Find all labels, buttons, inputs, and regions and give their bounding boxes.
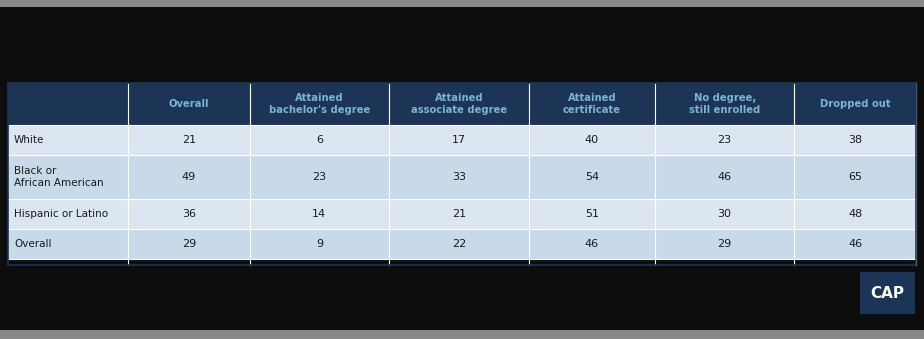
Text: 17: 17 xyxy=(452,135,466,145)
Text: 22: 22 xyxy=(452,239,466,249)
Bar xyxy=(795,125,916,155)
Text: 40: 40 xyxy=(585,135,599,145)
Text: Attained
certificate: Attained certificate xyxy=(563,93,621,115)
Bar xyxy=(860,272,915,314)
Bar xyxy=(655,155,795,199)
Text: 38: 38 xyxy=(848,135,862,145)
Bar xyxy=(8,199,128,229)
Bar xyxy=(655,229,795,259)
Text: 21: 21 xyxy=(182,135,196,145)
Text: 51: 51 xyxy=(585,209,599,219)
Text: 29: 29 xyxy=(182,239,196,249)
Text: 21: 21 xyxy=(452,209,466,219)
Bar xyxy=(249,199,389,229)
Text: 65: 65 xyxy=(848,172,862,182)
Text: Dropped out: Dropped out xyxy=(820,99,891,109)
Bar xyxy=(249,155,389,199)
Bar xyxy=(529,155,655,199)
Text: 30: 30 xyxy=(718,209,732,219)
Bar xyxy=(128,125,249,155)
Bar xyxy=(795,155,916,199)
Text: 48: 48 xyxy=(848,209,862,219)
Text: Overall: Overall xyxy=(168,99,209,109)
Bar xyxy=(8,155,128,199)
Bar xyxy=(8,229,128,259)
Bar xyxy=(795,199,916,229)
Bar xyxy=(128,199,249,229)
Text: 29: 29 xyxy=(718,239,732,249)
Text: 14: 14 xyxy=(312,209,326,219)
Text: Attained
associate degree: Attained associate degree xyxy=(411,93,507,115)
Bar xyxy=(249,229,389,259)
Text: Attained
bachelor's degree: Attained bachelor's degree xyxy=(269,93,370,115)
Bar xyxy=(128,155,249,199)
Text: Hispanic or Latino: Hispanic or Latino xyxy=(14,209,108,219)
Text: 23: 23 xyxy=(718,135,732,145)
Text: No degree,
still enrolled: No degree, still enrolled xyxy=(689,93,760,115)
Bar xyxy=(655,199,795,229)
Text: Overall: Overall xyxy=(14,239,52,249)
Bar xyxy=(389,229,529,259)
Bar xyxy=(8,125,128,155)
Text: White: White xyxy=(14,135,44,145)
Bar xyxy=(0,0,924,7)
Text: 6: 6 xyxy=(316,135,322,145)
Bar xyxy=(389,155,529,199)
Text: 46: 46 xyxy=(848,239,862,249)
Bar xyxy=(529,229,655,259)
Bar xyxy=(795,229,916,259)
Text: CAP: CAP xyxy=(870,285,905,300)
Bar xyxy=(8,83,916,125)
Text: 36: 36 xyxy=(182,209,196,219)
Text: Black or
African American: Black or African American xyxy=(14,166,103,188)
Text: 54: 54 xyxy=(585,172,599,182)
Bar xyxy=(529,125,655,155)
Bar xyxy=(128,229,249,259)
Text: 33: 33 xyxy=(452,172,466,182)
Text: 46: 46 xyxy=(718,172,732,182)
Bar xyxy=(8,83,916,265)
Bar xyxy=(249,125,389,155)
Bar xyxy=(0,330,924,339)
Text: 23: 23 xyxy=(312,172,326,182)
Bar xyxy=(0,7,924,83)
Text: 9: 9 xyxy=(316,239,322,249)
Bar xyxy=(655,125,795,155)
Bar xyxy=(389,125,529,155)
Text: 46: 46 xyxy=(585,239,599,249)
Bar xyxy=(529,199,655,229)
Bar xyxy=(0,265,924,330)
Text: 49: 49 xyxy=(182,172,196,182)
Bar xyxy=(389,199,529,229)
